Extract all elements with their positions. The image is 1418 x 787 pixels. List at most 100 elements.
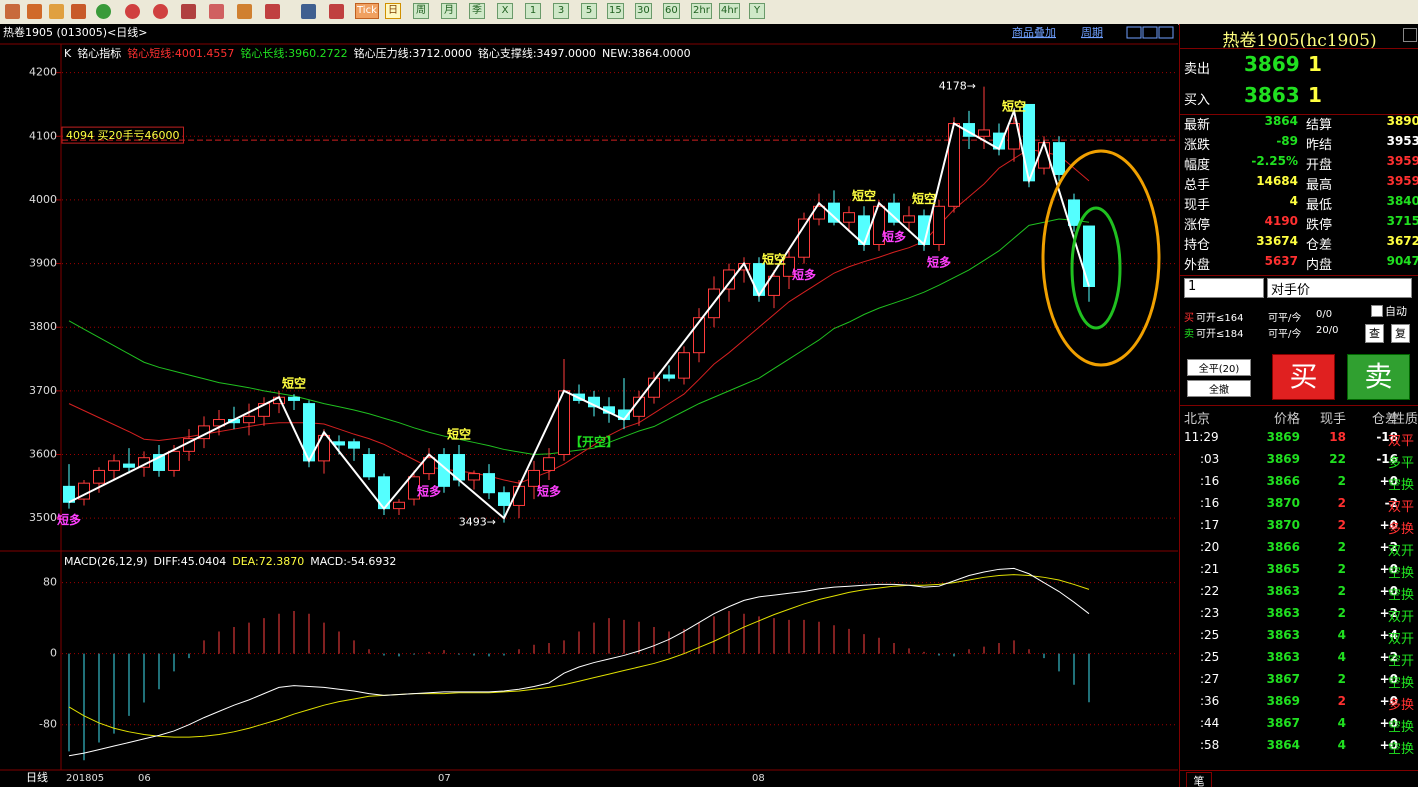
order-info: 可开≤164 bbox=[1196, 313, 1244, 324]
icon-table[interactable] bbox=[301, 4, 316, 19]
icon-draw[interactable] bbox=[209, 4, 224, 19]
candle-body bbox=[153, 454, 165, 471]
icon-zoom-out[interactable] bbox=[153, 4, 168, 19]
tick-time: :16 bbox=[1200, 496, 1220, 510]
toolbar-button[interactable]: 月 bbox=[441, 3, 457, 19]
candle-body bbox=[1068, 199, 1080, 226]
high-label: 4178→ bbox=[939, 80, 976, 93]
tick-oi: +0 bbox=[1379, 584, 1398, 598]
candle-body bbox=[438, 454, 450, 487]
button[interactable]: 复 bbox=[1391, 324, 1410, 343]
divider bbox=[1180, 770, 1418, 771]
tick-header: 性质 bbox=[1391, 412, 1418, 427]
bid-ask-label: 买入 bbox=[1184, 93, 1211, 108]
x-axis-title: 日线 bbox=[26, 770, 48, 784]
toolbar-button[interactable]: 60 bbox=[663, 3, 680, 19]
icon-zoom-in[interactable] bbox=[125, 4, 140, 19]
button[interactable]: 全撤 bbox=[1187, 380, 1251, 397]
y-tick-label: 80 bbox=[43, 576, 57, 589]
button[interactable]: 全平(20) bbox=[1187, 359, 1251, 376]
tick-oi: +2 bbox=[1379, 606, 1398, 620]
tick-kind: 空开 bbox=[1388, 654, 1415, 669]
icon[interactable] bbox=[237, 4, 252, 19]
icon[interactable] bbox=[71, 4, 86, 19]
y-tick-label: 4000 bbox=[29, 193, 57, 206]
toolbar-button[interactable]: Tick bbox=[355, 3, 379, 19]
link[interactable]: 商品叠加 bbox=[1012, 25, 1056, 39]
position-label-box bbox=[61, 126, 184, 144]
tick-kind: 双开 bbox=[1388, 544, 1415, 559]
order-info: 可开≤184 bbox=[1196, 329, 1244, 340]
quote-value: 3672 bbox=[1386, 234, 1418, 248]
tick-time: :17 bbox=[1200, 518, 1220, 532]
icon[interactable] bbox=[27, 4, 42, 19]
tick-kind: 双开 bbox=[1388, 632, 1415, 647]
tick-time: :27 bbox=[1200, 672, 1220, 686]
quote-label: 最高 bbox=[1306, 178, 1333, 193]
tick-price: 3865 bbox=[1266, 562, 1300, 576]
tick-oi: -16 bbox=[1376, 452, 1398, 466]
icon-chart[interactable] bbox=[329, 4, 344, 19]
x-tick-label: 06 bbox=[138, 773, 151, 784]
toolbar-button[interactable]: 15 bbox=[607, 3, 624, 19]
tick-volume: 22 bbox=[1329, 452, 1346, 466]
tick-oi: +0 bbox=[1379, 694, 1398, 708]
toolbar-button[interactable]: 30 bbox=[635, 3, 652, 19]
sell-button[interactable]: 卖 bbox=[1347, 354, 1410, 400]
candle-body bbox=[363, 454, 375, 478]
tick-kind: 空换 bbox=[1388, 478, 1415, 493]
window-button[interactable] bbox=[1142, 26, 1158, 39]
legend-item: 铭心长线:3960.2722 bbox=[240, 46, 347, 60]
auto-checkbox[interactable] bbox=[1371, 305, 1383, 317]
bid-ask-label: 卖出 bbox=[1184, 62, 1211, 77]
candle-body bbox=[693, 317, 705, 354]
icon-refresh[interactable] bbox=[96, 4, 111, 19]
qty-input[interactable]: 1 bbox=[1184, 278, 1264, 298]
quote-value: 33674 bbox=[1256, 234, 1298, 248]
legend-item: DEA:72.3870 bbox=[232, 555, 304, 568]
tab[interactable]: 笔 bbox=[1186, 772, 1212, 787]
signal-label: 短多 bbox=[57, 512, 81, 527]
icon-filter[interactable] bbox=[265, 4, 280, 19]
icon[interactable] bbox=[49, 4, 64, 19]
tick-time: :16 bbox=[1200, 474, 1220, 488]
legend-item: MACD:-54.6932 bbox=[310, 555, 396, 568]
button[interactable]: 查 bbox=[1365, 324, 1384, 343]
candle-body bbox=[423, 457, 435, 475]
buy-button[interactable]: 买 bbox=[1272, 354, 1335, 400]
toolbar-button[interactable]: 周 bbox=[413, 3, 429, 19]
tick-volume: 4 bbox=[1337, 738, 1346, 752]
link[interactable]: 周期 bbox=[1081, 26, 1103, 39]
tick-oi: +4 bbox=[1379, 628, 1398, 642]
panel-button[interactable] bbox=[1403, 28, 1417, 42]
chart-area: 热卷1905 (013005)<日线> 商品叠加 周期 日线 350036003… bbox=[0, 24, 1178, 787]
tick-volume: 2 bbox=[1337, 496, 1346, 510]
tick-price: 3866 bbox=[1266, 474, 1300, 488]
signal-label: 短空 bbox=[912, 191, 936, 206]
toolbar-button[interactable]: 季 bbox=[469, 3, 485, 19]
candle-body bbox=[798, 218, 810, 258]
toolbar-button[interactable]: X bbox=[497, 3, 513, 19]
order-side: 卖 bbox=[1184, 329, 1194, 340]
candle-body bbox=[1053, 142, 1065, 175]
candle-body bbox=[258, 403, 270, 417]
toolbar-button[interactable]: 4hr bbox=[719, 3, 740, 19]
window-button[interactable] bbox=[1158, 26, 1174, 39]
window-button[interactable] bbox=[1126, 26, 1142, 39]
icon-home[interactable] bbox=[5, 4, 20, 19]
tick-price: 3870 bbox=[1266, 496, 1300, 510]
candle-body bbox=[348, 441, 360, 449]
price-type-select[interactable]: 对手价 bbox=[1267, 278, 1412, 298]
bid-ask-price: 3869 bbox=[1244, 52, 1300, 76]
tick-time: 11:29 bbox=[1184, 430, 1219, 444]
icon[interactable] bbox=[181, 4, 196, 19]
candle-body bbox=[408, 476, 420, 500]
toolbar-button[interactable]: 日 bbox=[385, 3, 401, 19]
toolbar-button[interactable]: 2hr bbox=[691, 3, 712, 19]
toolbar-button[interactable]: 1 bbox=[525, 3, 541, 19]
toolbar-button[interactable]: 3 bbox=[553, 3, 569, 19]
toolbar-button[interactable]: 5 bbox=[581, 3, 597, 19]
toolbar-button[interactable]: Y bbox=[749, 3, 765, 19]
tick-time: :20 bbox=[1200, 540, 1220, 554]
tick-header: 仓差 bbox=[1371, 412, 1398, 427]
